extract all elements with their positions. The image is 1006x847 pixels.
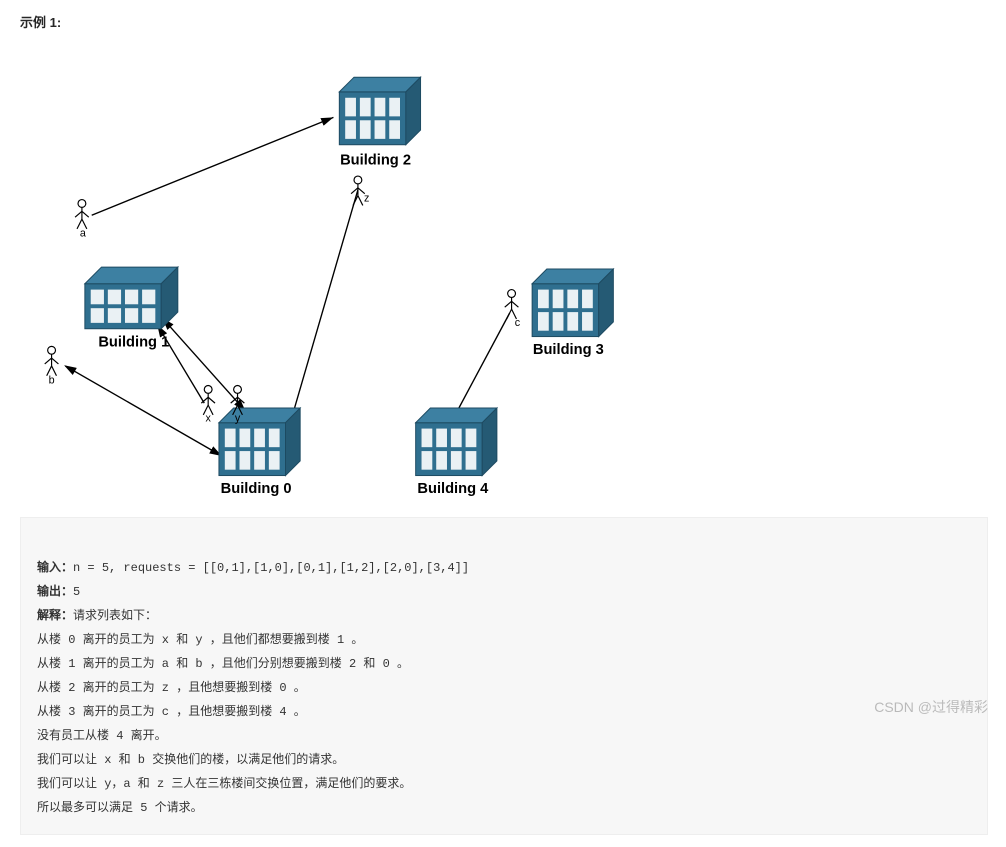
building-label: Building 0 (221, 481, 292, 497)
input-label: 输入： (37, 561, 73, 575)
person-x (201, 386, 215, 415)
explain-label: 解释： (37, 609, 73, 623)
person-z (351, 176, 365, 205)
person-label: z (364, 193, 369, 205)
output-value: 5 (73, 585, 80, 599)
building-b1 (85, 267, 178, 329)
building-label: Building 3 (533, 342, 604, 358)
edge-arrow (92, 117, 334, 215)
person-a (75, 200, 89, 229)
edge-arrow (65, 366, 222, 456)
building-b0 (219, 408, 300, 476)
person-label: x (205, 413, 211, 425)
building-b2 (339, 77, 420, 145)
person-label: b (49, 375, 55, 387)
example-title: 示例 1: (20, 12, 986, 31)
building-b4 (416, 408, 497, 476)
building-b3 (532, 269, 613, 337)
input-value: n = 5, requests = [[0,1],[1,0],[0,1],[1,… (73, 561, 469, 575)
code-block: 输入：n = 5, requests = [[0,1],[1,0],[0,1],… (20, 517, 988, 835)
building-label: Building 4 (417, 481, 489, 497)
edge-arrow (163, 319, 245, 411)
person-b (45, 346, 59, 375)
building-label: Building 2 (340, 152, 411, 168)
person-c (505, 290, 519, 319)
person-label: a (80, 228, 86, 240)
edge-arrow (287, 190, 357, 433)
building-label: Building 1 (98, 334, 169, 350)
explain-head: 请求列表如下： (73, 609, 157, 623)
output-label: 输出： (37, 585, 73, 599)
person-label: y (235, 413, 241, 425)
person-label: c (515, 317, 521, 329)
diagram-container: Building 0 Building 1 Building 2 Building 3… (20, 41, 780, 501)
